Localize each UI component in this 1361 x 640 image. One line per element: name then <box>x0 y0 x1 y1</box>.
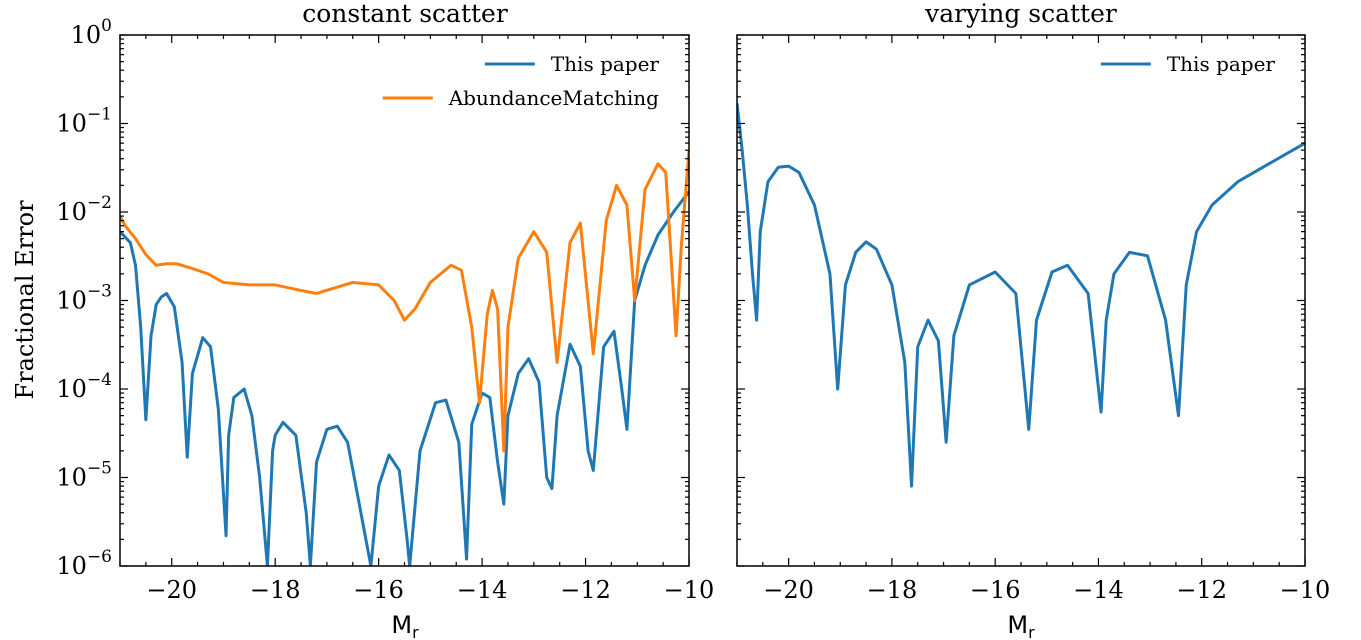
x-tick-label: −20 <box>146 576 197 604</box>
y-tick-label: 10−6 <box>56 547 112 580</box>
legend: This paper <box>1100 52 1276 76</box>
axes: −20 −18 −16 −14 −12 −10 <box>119 34 715 604</box>
x-tick-label: −12 <box>560 576 611 604</box>
axes-frame <box>736 34 1306 567</box>
y-tick-label: 10−2 <box>56 193 112 226</box>
x-axis-title: Mr <box>391 611 419 640</box>
axes-frame <box>119 34 690 567</box>
x-tick-label: −14 <box>1073 576 1124 604</box>
legend-label: AbundanceMatching <box>448 86 659 110</box>
plot-area <box>737 102 1305 488</box>
panel-constant-scatter: constant scatter −20 −18 −16 −14 −12 −10 This… <box>119 0 715 640</box>
y-tick-label: 10−5 <box>56 459 112 492</box>
y-tick-label: 10−4 <box>56 370 112 403</box>
y-tick-labels: 100 10−1 10−2 10−3 10−4 10−5 10−6 <box>56 16 112 580</box>
y-tick-label: 100 <box>71 16 112 49</box>
x-tick-label: −18 <box>867 576 918 604</box>
x-tick-label: −10 <box>1280 576 1331 604</box>
x-tick-label: −14 <box>457 576 508 604</box>
y-tick-label: 10−3 <box>56 282 112 315</box>
plot-area <box>120 150 689 566</box>
legend: This paper AbundanceMatching <box>382 52 660 110</box>
panel-title: varying scatter <box>924 0 1117 28</box>
series-line-abundancematching <box>120 150 689 453</box>
series-line-this-paper <box>737 102 1305 488</box>
panel-title: constant scatter <box>302 0 508 28</box>
x-tick-label: −10 <box>664 576 715 604</box>
x-tick-label: −16 <box>353 576 404 604</box>
x-axis-title: Mr <box>1007 611 1035 640</box>
axes: −20 −18 −16 −14 −12 −10 <box>736 34 1331 604</box>
x-tick-label: −12 <box>1176 576 1227 604</box>
x-tick-label: −16 <box>970 576 1021 604</box>
series-line-this-paper <box>120 190 689 566</box>
y-tick-label: 10−1 <box>56 105 112 138</box>
legend-label: This paper <box>551 52 660 76</box>
x-tick-label: −20 <box>763 576 814 604</box>
panel-varying-scatter: varying scatter −20 −18 −16 −14 −12 −10 This … <box>736 0 1331 640</box>
y-axis-title: Fractional Error <box>11 200 39 400</box>
legend-label: This paper <box>1167 52 1276 76</box>
x-tick-label: −18 <box>250 576 301 604</box>
